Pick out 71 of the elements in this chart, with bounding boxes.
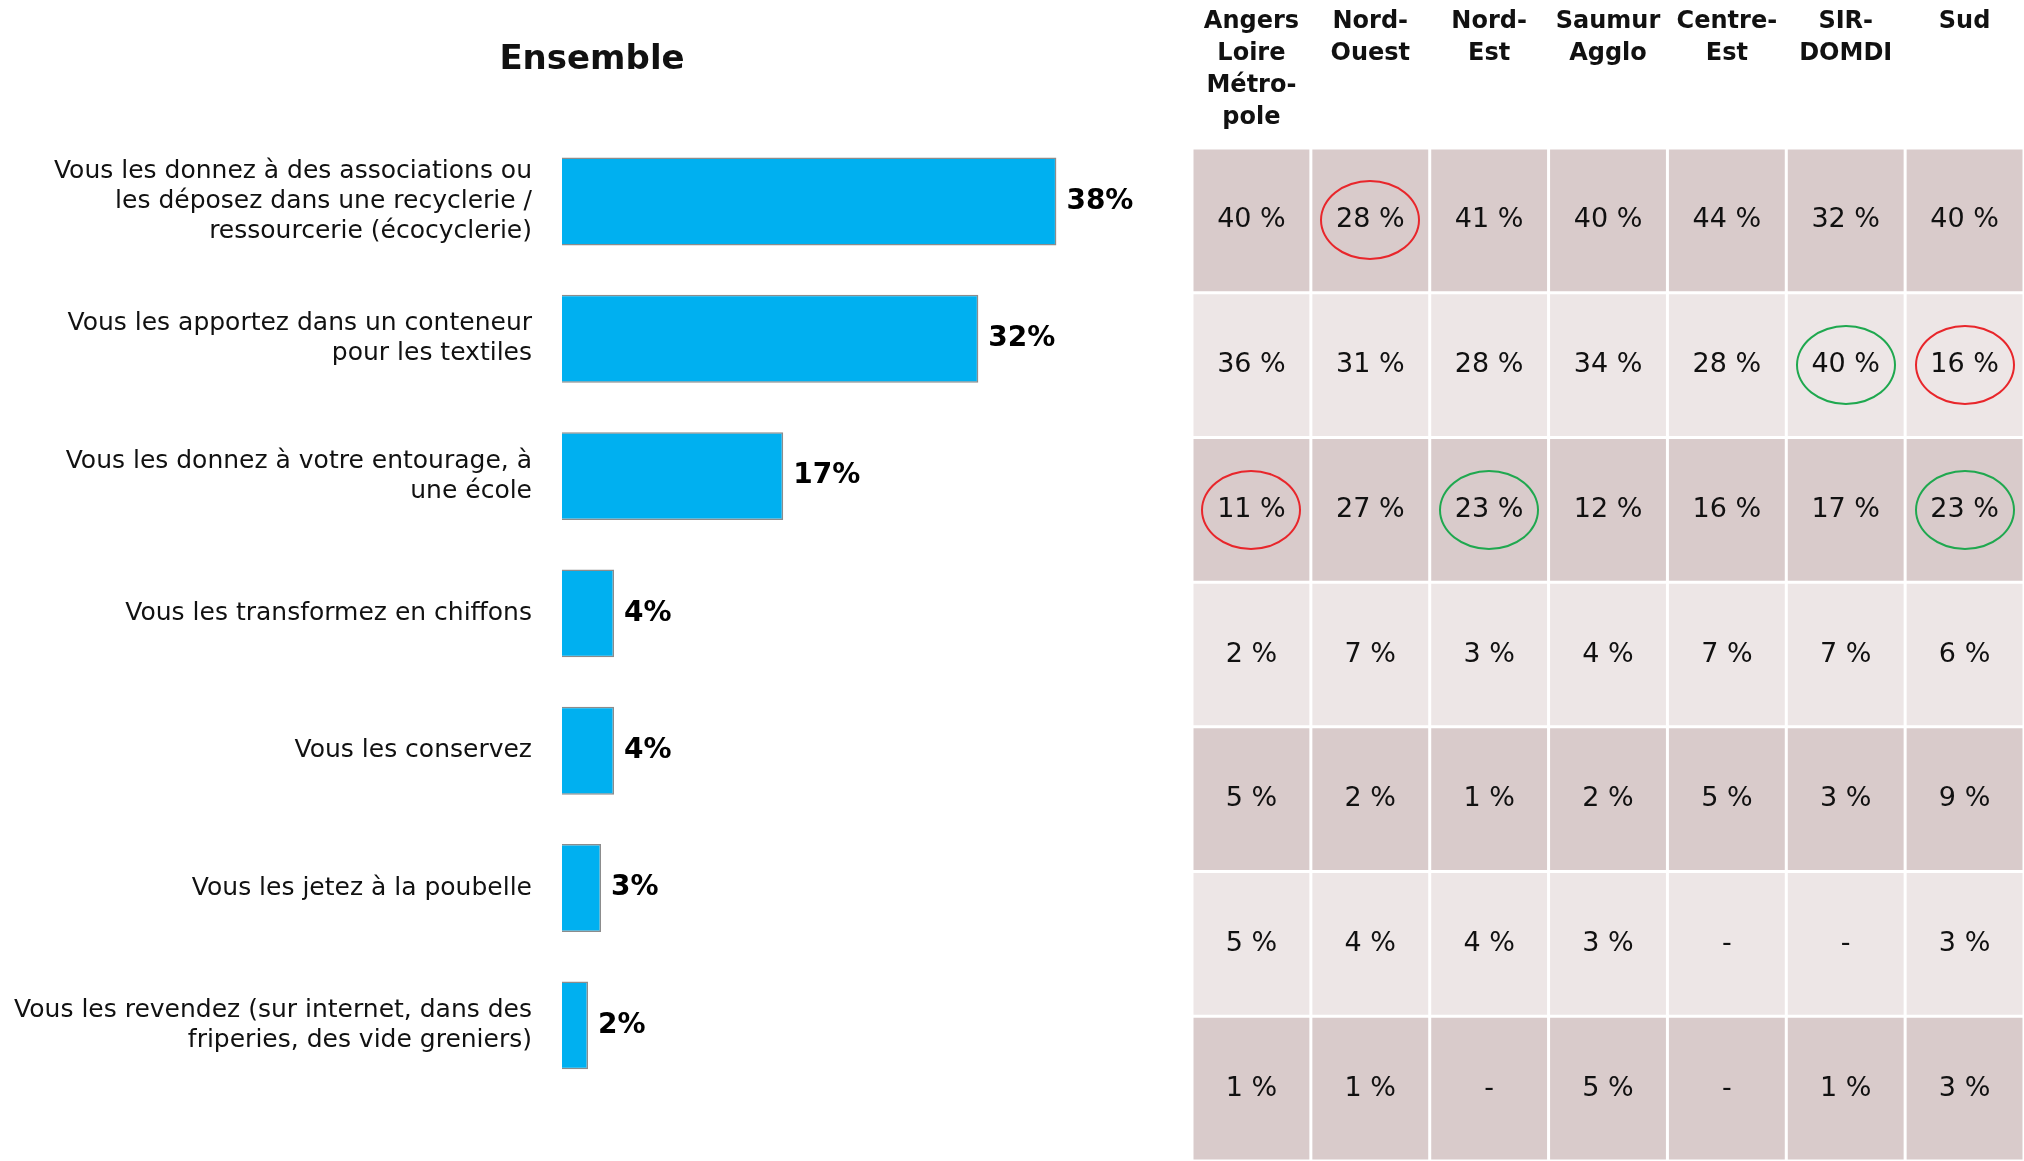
chart-title: Ensemble bbox=[499, 37, 685, 78]
data-label: 1 % bbox=[1344, 1070, 1396, 1102]
x-tick-label: Saumur Agglo bbox=[1555, 6, 1661, 67]
x-tick-label: SIR-DOMDI bbox=[1799, 6, 1893, 67]
data-label: 3 % bbox=[1938, 925, 1991, 957]
data-label: 5 % bbox=[1582, 1070, 1634, 1102]
data-label: 4 % bbox=[1344, 925, 1396, 957]
data-label: 2 % bbox=[1225, 636, 1278, 668]
x-tick-label: Sud bbox=[1938, 6, 1991, 35]
data-label: 34 % bbox=[1573, 347, 1643, 379]
data-label: 28 % bbox=[1692, 347, 1762, 379]
y-tick-label: Vous les donnez à votre entourage, à une école bbox=[65, 444, 532, 504]
data-label: 27 % bbox=[1335, 491, 1405, 523]
data-label: 16 % bbox=[1930, 347, 1999, 379]
data-label: 9 % bbox=[1938, 781, 1991, 813]
data-label: 41 % bbox=[1454, 202, 1524, 234]
data-label: 44 % bbox=[1692, 202, 1762, 234]
data-label: 1 % bbox=[1463, 781, 1515, 813]
y-tick-label: Vous les transformez en chiffons bbox=[125, 596, 532, 626]
data-label: 7 % bbox=[1344, 636, 1396, 668]
data-label: 5 % bbox=[1225, 925, 1278, 957]
y-tick-label: Vous les donnez à des associations ou les déposez dans une recyclerie / ressourcerie (écocyclerie) bbox=[53, 154, 533, 244]
data-label: 32 % bbox=[1811, 202, 1881, 234]
data-label: 6 % bbox=[1938, 636, 1991, 668]
data-label: 4 % bbox=[1582, 636, 1634, 668]
data-label: 3 % bbox=[1820, 781, 1872, 813]
text: - bbox=[1484, 1070, 1495, 1102]
data-label: 32% bbox=[988, 320, 1056, 354]
data-label: 40 % bbox=[1217, 202, 1286, 234]
x-tick-label: Centre-Est bbox=[1676, 6, 1778, 67]
x-tick-label: Nord-Ouest bbox=[1330, 6, 1411, 67]
y-tick-label: Vous les conservez bbox=[294, 734, 532, 764]
data-label: 2% bbox=[598, 1006, 646, 1040]
x-tick-label: Nord-Est bbox=[1451, 6, 1527, 67]
data-label: 23 % bbox=[1454, 491, 1524, 523]
data-label: 12 % bbox=[1573, 491, 1643, 523]
data-label: 4 % bbox=[1463, 925, 1515, 957]
data-label: 40 % bbox=[1930, 202, 1999, 234]
data-label: 3% bbox=[611, 869, 659, 903]
data-label: 5 % bbox=[1701, 781, 1753, 813]
data-label: 3 % bbox=[1463, 636, 1515, 668]
data-label: 38% bbox=[1066, 182, 1134, 216]
data-label: 31 % bbox=[1335, 347, 1405, 379]
data-label: 1 % bbox=[1820, 1070, 1872, 1102]
data-label: 4% bbox=[624, 594, 672, 628]
data-label: 40 % bbox=[1573, 202, 1643, 234]
data-label: 16 % bbox=[1692, 491, 1762, 523]
data-label: 11 % bbox=[1217, 491, 1286, 523]
data-label: 1 % bbox=[1225, 1070, 1278, 1102]
data-label: 2 % bbox=[1344, 781, 1396, 813]
data-label: 17 % bbox=[1811, 491, 1881, 523]
data-label: 36 % bbox=[1217, 347, 1286, 379]
y-tick-label: Vous les apportez dans un conteneur pour les textiles bbox=[67, 307, 533, 367]
data-label: 40 % bbox=[1811, 347, 1881, 379]
data-label: 3 % bbox=[1582, 925, 1634, 957]
data-label: 28 % bbox=[1454, 347, 1524, 379]
y-tick-label: Vous les jetez à la poubelle bbox=[191, 871, 532, 901]
text: - bbox=[1721, 925, 1732, 957]
data-label: 7 % bbox=[1701, 636, 1753, 668]
text: - bbox=[1721, 1070, 1732, 1102]
y-tick-label: Vous les revendez (sur internet, dans des friperies, des vide greniers) bbox=[14, 993, 532, 1053]
data-label: 2 % bbox=[1582, 781, 1634, 813]
data-label: 4% bbox=[624, 732, 672, 765]
data-label: 7 % bbox=[1820, 636, 1872, 668]
data-label: 28 % bbox=[1335, 202, 1405, 234]
data-label: 17% bbox=[793, 457, 861, 491]
data-label: 3 % bbox=[1938, 1070, 1991, 1102]
x-tick-label: Angers Loire Métro-pole bbox=[1203, 6, 1300, 131]
text: - bbox=[1840, 925, 1851, 957]
data-label: 23 % bbox=[1930, 491, 1999, 523]
data-label: 5 % bbox=[1225, 781, 1278, 813]
